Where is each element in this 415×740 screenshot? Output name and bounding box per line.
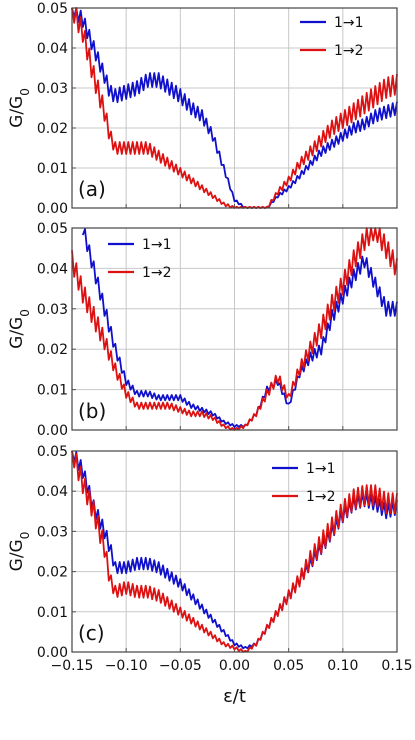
y-axis-label: G/G0 — [7, 88, 32, 128]
series-line-1 — [81, 228, 398, 428]
y-tick-label: 0.03 — [37, 81, 68, 97]
x-tick-label: 0.15 — [381, 658, 412, 674]
legend-label-1: 1→1 — [306, 461, 336, 477]
panel-label: (c) — [78, 621, 105, 645]
y-tick-label: 0.00 — [37, 645, 68, 661]
y-tick-label: 0.02 — [37, 342, 68, 358]
y-tick-label: 0.02 — [37, 565, 68, 581]
y-tick-label: 0.01 — [37, 383, 68, 399]
y-tick-label: 0.02 — [37, 121, 68, 137]
x-tick-label: −0.10 — [105, 658, 148, 674]
legend: 1→1 1→2 — [108, 237, 172, 281]
legend: 1→1 1→2 — [300, 15, 364, 59]
legend-label-1: 1→1 — [142, 237, 172, 253]
series-line-2 — [71, 450, 398, 653]
grid — [71, 450, 398, 653]
x-tick-label: −0.05 — [159, 658, 202, 674]
y-tick-label: 0.00 — [37, 201, 68, 217]
y-axis-label: G/G0 — [7, 309, 32, 349]
y-tick-label: 0.03 — [37, 524, 68, 540]
y-tick-label: 0.05 — [37, 1, 68, 17]
y-axis-label-subscript: 0 — [18, 532, 32, 540]
x-axis: −0.15 −0.10 −0.05 0.00 0.05 0.10 0.15 ε/t — [51, 648, 413, 707]
y-tick-label: 0.04 — [37, 261, 68, 277]
y-axis: 0.00 0.01 0.02 0.03 0.04 0.05 — [37, 1, 76, 217]
legend-label-2: 1→2 — [334, 43, 364, 59]
x-tick-label: 0.05 — [273, 658, 304, 674]
grid — [71, 227, 398, 431]
x-axis — [71, 204, 398, 208]
y-tick-label: 0.04 — [37, 41, 68, 57]
series-line-1 — [71, 7, 398, 209]
x-tick-label: −0.15 — [51, 658, 94, 674]
plot-frame — [71, 7, 398, 209]
y-tick-label: 0.05 — [37, 221, 68, 237]
y-tick-label: 0.04 — [37, 484, 68, 500]
plot-frame — [71, 450, 398, 653]
y-axis-label: G/G0 — [7, 532, 32, 572]
y-tick-label: 0.01 — [37, 605, 68, 621]
series-lines — [71, 450, 398, 653]
plot-frame — [71, 227, 398, 431]
legend-label-2: 1→2 — [306, 489, 336, 505]
y-axis: 0.00 0.01 0.02 0.03 0.04 0.05 — [37, 221, 76, 439]
series-line-1 — [71, 450, 398, 650]
x-tick-label: 0.00 — [219, 658, 250, 674]
y-axis-label-subscript: 0 — [18, 309, 32, 317]
legend: 1→1 1→2 — [272, 461, 336, 505]
panel-label: (a) — [78, 177, 106, 201]
panel-label: (b) — [78, 399, 106, 423]
y-tick-label: 0.00 — [37, 423, 68, 439]
chart-panel-3: 0.00 0.01 0.02 0.03 0.04 0.05 −0.15 −0.10 −0.05 0… — [7, 444, 413, 707]
chart-panel-2: 0.00 0.01 0.02 0.03 0.04 0.05 G/G0 (b) 1→1 1→2 — [7, 221, 398, 439]
x-tick-label: 0.10 — [327, 658, 358, 674]
legend-label-2: 1→2 — [142, 265, 172, 281]
y-axis-label-subscript: 0 — [18, 88, 32, 96]
y-tick-label: 0.03 — [37, 302, 68, 318]
legend-label-1: 1→1 — [334, 15, 364, 31]
chart-panel-1: 0.00 0.01 0.02 0.03 0.04 0.05 G/G0 (a) 1→1 1→2 — [7, 1, 398, 217]
y-tick-label: 0.01 — [37, 161, 68, 177]
x-axis-label: ε/t — [223, 686, 246, 707]
y-tick-label: 0.05 — [37, 444, 68, 460]
y-axis: 0.00 0.01 0.02 0.03 0.04 0.05 — [37, 444, 76, 661]
